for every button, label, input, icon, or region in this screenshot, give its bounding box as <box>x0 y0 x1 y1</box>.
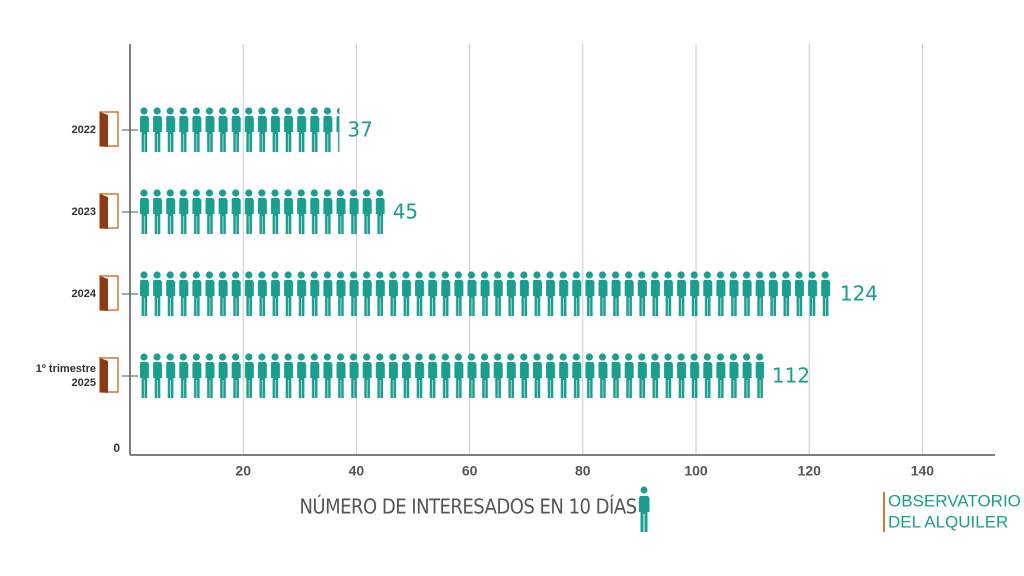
value-label: 124 <box>840 282 878 306</box>
x-tick-label: 100 <box>684 463 708 479</box>
x-tick-label: 60 <box>462 463 478 479</box>
y-tick-label: 2024 <box>71 288 96 300</box>
door <box>100 276 108 311</box>
bar <box>138 106 340 154</box>
x-tick-label: 80 <box>575 463 591 479</box>
y-tick-label: 2023 <box>71 206 96 218</box>
bar <box>138 352 764 400</box>
bar <box>138 188 385 236</box>
axis-label-icon <box>639 486 650 532</box>
door-icon <box>99 275 119 311</box>
logo-text: OBSERVATORIO <box>888 491 1021 510</box>
value-label: 45 <box>393 200 418 224</box>
door <box>100 358 108 393</box>
value-label: 37 <box>347 118 372 142</box>
x-tick-label: 140 <box>911 463 935 479</box>
x-axis-label: NÚMERO DE INTERESADOS EN 10 DÍAS <box>299 495 636 519</box>
logo-text: DEL ALQUILER <box>888 512 1008 531</box>
door-icon <box>99 111 119 147</box>
x-tick-label: 20 <box>235 463 251 479</box>
y-tick-label: 1º trimestre 2025 <box>35 363 96 389</box>
door <box>100 194 108 229</box>
x-tick-label: 120 <box>798 463 822 479</box>
grid <box>242 44 923 455</box>
x-tick-label: 40 <box>349 463 365 479</box>
x-tick-label: 0 <box>113 441 120 455</box>
value-label: 112 <box>772 364 810 388</box>
y-tick-label: 2022 <box>71 124 96 136</box>
door <box>100 112 108 147</box>
door-icon <box>99 357 119 393</box>
door-icon <box>99 193 119 229</box>
bar <box>138 270 832 318</box>
